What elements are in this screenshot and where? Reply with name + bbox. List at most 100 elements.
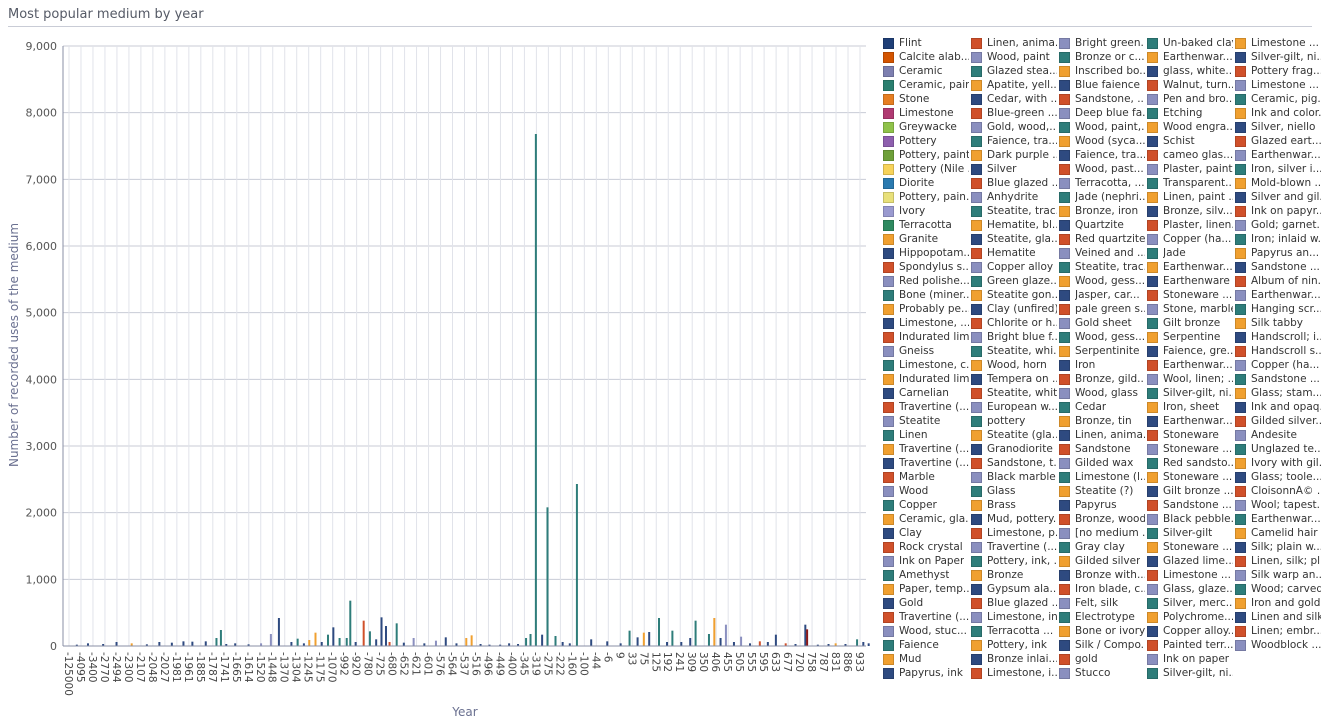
legend-item[interactable]: Stoneware ...: [1147, 540, 1233, 554]
legend-item[interactable]: Limestone, i...: [971, 666, 1057, 680]
legend-item[interactable]: Red polishe...: [883, 274, 969, 288]
legend-item[interactable]: pottery: [971, 414, 1057, 428]
legend-item[interactable]: Clay: [883, 526, 969, 540]
legend-item[interactable]: Bronze or c...: [1059, 50, 1145, 64]
legend-item[interactable]: Clay (unfired): [971, 302, 1057, 316]
legend-item[interactable]: Deep blue fa...: [1059, 106, 1145, 120]
legend-item[interactable]: pale green s...: [1059, 302, 1145, 316]
legend-item[interactable]: Sandstone, t...: [971, 456, 1057, 470]
legend-item[interactable]: Handscroll; i...: [1235, 330, 1321, 344]
legend-item[interactable]: Limestone ...: [1147, 568, 1233, 582]
legend-item[interactable]: Pottery, ink, ...: [971, 554, 1057, 568]
legend-item[interactable]: Terracotta: [883, 218, 969, 232]
legend-item[interactable]: Ink on paper: [1147, 652, 1233, 666]
legend-item[interactable]: Steatite, white: [971, 386, 1057, 400]
legend-item[interactable]: Stucco: [1059, 666, 1145, 680]
legend-item[interactable]: Bronze, tin: [1059, 414, 1145, 428]
legend-item[interactable]: Stoneware ...: [1147, 288, 1233, 302]
legend-item[interactable]: Linen: [883, 428, 969, 442]
legend-item[interactable]: Sandstone ...: [1235, 260, 1321, 274]
legend-item[interactable]: Glass: [971, 484, 1057, 498]
legend-item[interactable]: Limestone: [883, 106, 969, 120]
legend-item[interactable]: Apatite, yell...: [971, 78, 1057, 92]
legend-item[interactable]: Silver, niello: [1235, 120, 1321, 134]
legend-item[interactable]: Ink on Paper: [883, 554, 969, 568]
legend-item[interactable]: Limestone (l...: [1059, 470, 1145, 484]
legend-item[interactable]: Transparent...: [1147, 176, 1233, 190]
legend-item[interactable]: Glass; toole...: [1235, 470, 1321, 484]
legend-item[interactable]: Wood; carved: [1235, 582, 1321, 596]
legend-item[interactable]: Silver and gil...: [1235, 190, 1321, 204]
legend-item[interactable]: Steatite, whi...: [971, 344, 1057, 358]
legend-item[interactable]: Wool; tapest...: [1235, 498, 1321, 512]
legend-item[interactable]: Limestone, c...: [883, 358, 969, 372]
legend-item[interactable]: Veined and ...: [1059, 246, 1145, 260]
legend-item[interactable]: Serpentinite: [1059, 344, 1145, 358]
legend-item[interactable]: Wood: [883, 484, 969, 498]
legend-item[interactable]: Glass, glaze...: [1147, 582, 1233, 596]
legend-item[interactable]: Glazed eart...: [1235, 134, 1321, 148]
legend-item[interactable]: Album of nin...: [1235, 274, 1321, 288]
legend-item[interactable]: Green glaze...: [971, 274, 1057, 288]
legend-item[interactable]: Blue faience: [1059, 78, 1145, 92]
legend-item[interactable]: Felt, silk: [1059, 596, 1145, 610]
legend-item[interactable]: Silk warp an...: [1235, 568, 1321, 582]
legend-item[interactable]: Carnelian: [883, 386, 969, 400]
legend-item[interactable]: Stoneware ...: [1147, 470, 1233, 484]
legend-item[interactable]: Limestone, p...: [971, 526, 1057, 540]
legend-item[interactable]: Ceramic: [883, 64, 969, 78]
legend-item[interactable]: Wood, horn: [971, 358, 1057, 372]
legend-item[interactable]: Linen, silk; pl...: [1235, 554, 1321, 568]
legend-item[interactable]: Mud: [883, 652, 969, 666]
legend-item[interactable]: Gray clay: [1059, 540, 1145, 554]
legend-item[interactable]: Earthenwar...: [1147, 260, 1233, 274]
legend-item[interactable]: Stone, marble: [1147, 302, 1233, 316]
legend-item[interactable]: Bone (miner...: [883, 288, 969, 302]
legend-item[interactable]: Steatite (?): [1059, 484, 1145, 498]
legend-item[interactable]: Wood, glass: [1059, 386, 1145, 400]
legend-item[interactable]: Travertine (...: [883, 456, 969, 470]
legend-item[interactable]: Copper alloy...: [1147, 624, 1233, 638]
legend-item[interactable]: Linen and silk: [1235, 610, 1321, 624]
legend-item[interactable]: Woodblock ...: [1235, 638, 1321, 652]
legend-item[interactable]: Silver-gilt, ni...: [1147, 386, 1233, 400]
legend-item[interactable]: Wood, gess...: [1059, 274, 1145, 288]
legend-item[interactable]: Travertine (...: [883, 610, 969, 624]
legend-item[interactable]: Wool, linen; ...: [1147, 372, 1233, 386]
legend-item[interactable]: Unglazed te...: [1235, 442, 1321, 456]
legend-item[interactable]: Iron, sheet: [1147, 400, 1233, 414]
legend-item[interactable]: Wood, stuc...: [883, 624, 969, 638]
legend-item[interactable]: Silk tabby: [1235, 316, 1321, 330]
legend-item[interactable]: Granodiorite: [971, 442, 1057, 456]
legend-item[interactable]: Silver-gilt, ni...: [1147, 666, 1233, 680]
legend-item[interactable]: Pen and bro...: [1147, 92, 1233, 106]
legend-item[interactable]: Copper (ha...: [1147, 232, 1233, 246]
legend-item[interactable]: Ink and opaq...: [1235, 400, 1321, 414]
legend-item[interactable]: Papyrus, ink: [883, 666, 969, 680]
legend-item[interactable]: Travertine (...: [883, 400, 969, 414]
legend-item[interactable]: Blue glazed ...: [971, 176, 1057, 190]
legend-item[interactable]: [no medium ...: [1059, 526, 1145, 540]
legend-item[interactable]: Copper: [883, 498, 969, 512]
legend-item[interactable]: Andesite: [1235, 428, 1321, 442]
legend-item[interactable]: Electrotype: [1059, 610, 1145, 624]
legend-item[interactable]: Travertine (...: [971, 540, 1057, 554]
legend-item[interactable]: Gilded wax: [1059, 456, 1145, 470]
legend-item[interactable]: Flint: [883, 36, 969, 50]
legend-item[interactable]: Hematite, bl...: [971, 218, 1057, 232]
legend-item[interactable]: Jade: [1147, 246, 1233, 260]
legend-item[interactable]: Gilded silver: [1059, 554, 1145, 568]
legend-item[interactable]: Brass: [971, 498, 1057, 512]
legend-item[interactable]: Earthenware: [1147, 274, 1233, 288]
legend-item[interactable]: Gold, wood,...: [971, 120, 1057, 134]
legend-item[interactable]: Greywacke: [883, 120, 969, 134]
legend-item[interactable]: Marble: [883, 470, 969, 484]
legend-item[interactable]: Terracotta, ...: [1059, 176, 1145, 190]
legend-item[interactable]: Stone: [883, 92, 969, 106]
legend-item[interactable]: Iron; inlaid w...: [1235, 232, 1321, 246]
legend-item[interactable]: Granite: [883, 232, 969, 246]
legend-item[interactable]: Bright blue f...: [971, 330, 1057, 344]
legend-item[interactable]: Cedar, with ...: [971, 92, 1057, 106]
legend-item[interactable]: Earthenwar...: [1147, 414, 1233, 428]
legend-item[interactable]: Pottery (Nile ...: [883, 162, 969, 176]
